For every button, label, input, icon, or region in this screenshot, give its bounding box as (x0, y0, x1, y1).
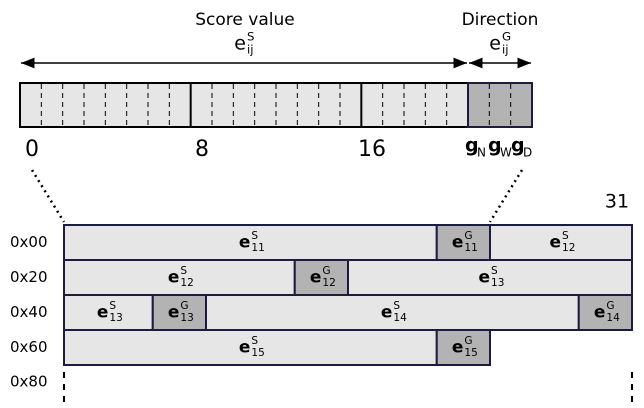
symbol-sub: 13 (491, 277, 504, 289)
symbol-sup: S (491, 265, 498, 277)
symbol-sub: 15 (464, 347, 477, 359)
symbol-sub: 12 (562, 242, 575, 254)
direction-bit-sub: D (523, 146, 532, 160)
symbol-sub: 11 (464, 242, 477, 254)
direction-bit-sub: W (500, 146, 512, 160)
address-label: 0x20 (10, 268, 48, 286)
symbol-base: e (168, 268, 180, 288)
symbol-sup: G (180, 300, 188, 312)
bit-label: 0 (25, 137, 39, 162)
symbol-sub: ij (247, 43, 254, 57)
symbol-sub: 13 (180, 312, 193, 324)
symbol-sup: G (606, 300, 614, 312)
symbol-base: e (239, 233, 251, 253)
symbol-sup: S (180, 265, 187, 277)
symbol-sup: S (109, 300, 116, 312)
direction-bit: g (511, 135, 525, 157)
address-label: 0x60 (10, 338, 48, 356)
symbol-sub: 12 (322, 277, 335, 289)
bit-label: 8 (195, 137, 209, 162)
direction-field (467, 82, 533, 128)
field-cell (63, 224, 438, 261)
zoom-line (488, 169, 524, 223)
field-cell (577, 294, 633, 331)
symbol-sup: S (562, 230, 569, 242)
symbol-sup: S (251, 335, 258, 347)
field-cell (435, 329, 491, 366)
symbol-base: e (234, 33, 246, 55)
symbol-base: e (489, 33, 501, 55)
field-cell (151, 294, 207, 331)
symbol-base: e (168, 303, 180, 323)
symbol-base: e (452, 233, 464, 253)
score-field (19, 82, 469, 128)
score-label: Score value (195, 10, 294, 30)
symbol-sub: 14 (393, 312, 407, 324)
zoom-line (30, 169, 66, 223)
symbol-sup: S (393, 300, 400, 312)
field-cell (489, 224, 633, 261)
symbol-base: e (549, 233, 561, 253)
symbol-base: e (97, 303, 109, 323)
field-cell (205, 294, 580, 331)
symbol-sub: 14 (606, 312, 620, 324)
field-cell (63, 259, 296, 296)
field-cell (63, 294, 154, 331)
symbol-base: e (594, 303, 606, 323)
direction-bit: g (465, 135, 479, 157)
symbol-base: e (239, 338, 251, 358)
symbol-base: e (478, 268, 490, 288)
direction-bit-sub: N (477, 146, 486, 160)
direction-bit: g (488, 135, 502, 157)
symbol-base: e (381, 303, 393, 323)
symbol-sub: 12 (180, 277, 193, 289)
direction-label: Direction (462, 10, 539, 30)
bit-label: 16 (358, 137, 386, 162)
field-cell (293, 259, 349, 296)
symbol-sub: 13 (109, 312, 122, 324)
symbol-sup: S (251, 230, 258, 242)
symbol-sub: 11 (251, 242, 264, 254)
symbol-base: e (452, 338, 464, 358)
top-bit-label: 31 (605, 191, 629, 213)
symbol-base: e (310, 268, 322, 288)
address-label: 0x80 (10, 373, 48, 391)
symbol-sup: G (322, 265, 330, 277)
address-label: 0x00 (10, 233, 48, 251)
symbol-sup: G (464, 335, 472, 347)
field-cell (347, 259, 633, 296)
symbol-sub: 15 (251, 347, 264, 359)
field-cell (63, 329, 438, 366)
symbol-sup: G (502, 29, 511, 43)
field-cell (435, 224, 491, 261)
symbol-sub: ij (502, 43, 509, 57)
address-label: 0x40 (10, 303, 48, 321)
symbol-sup: G (464, 230, 472, 242)
symbol-sup: S (247, 29, 254, 43)
